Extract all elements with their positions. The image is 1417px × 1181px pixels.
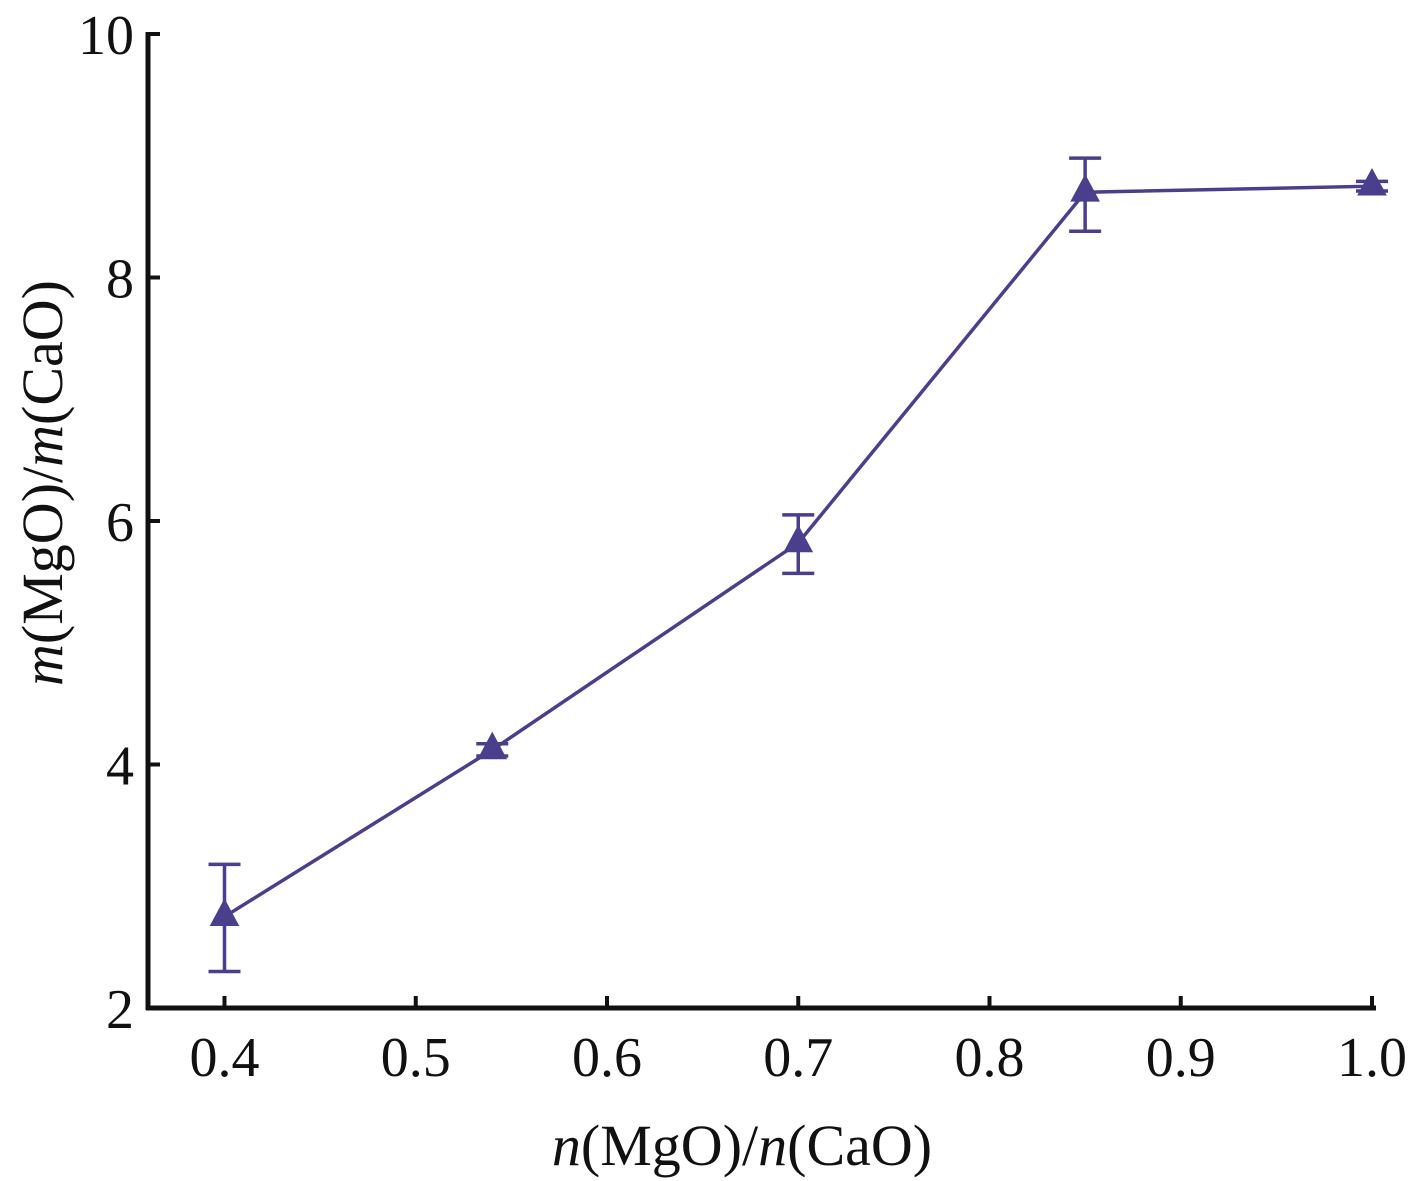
- y-axis-label: m(MgO)/m(CaO): [10, 280, 75, 686]
- x-axis-label: n(MgO)/n(CaO): [552, 1113, 932, 1178]
- data-point-triangle: [209, 898, 240, 927]
- axis-label-part: m: [10, 425, 75, 467]
- data-point-triangle: [1357, 167, 1387, 196]
- series-layer: [208, 156, 1388, 974]
- x-tick-label: 0.7: [763, 1027, 833, 1089]
- data-point-triangle: [783, 524, 814, 553]
- axis-label-part: (CaO): [10, 280, 75, 425]
- x-tick-label: 1.0: [1337, 1027, 1407, 1089]
- y-tick-label: 10: [78, 5, 134, 67]
- axis-label-part: n: [552, 1113, 581, 1178]
- data-point-triangle: [1070, 174, 1100, 202]
- x-tick-label: 0.8: [955, 1027, 1025, 1089]
- tick-label-layer: 0.4 0.5 0.6 0.7 0.8 0.9 1.0 2 4 6 8 10: [78, 5, 1407, 1089]
- axis-label-part: n: [758, 1113, 787, 1178]
- axes-layer: [145, 32, 1376, 1011]
- x-tick-label: 0.6: [572, 1027, 642, 1089]
- data-point-triangle: [477, 731, 508, 760]
- y-tick-label: 8: [106, 249, 134, 311]
- x-tick-label: 0.5: [381, 1027, 451, 1089]
- axis-label-part: (CaO): [787, 1113, 932, 1178]
- axis-label-part: m: [10, 644, 75, 686]
- y-tick-label: 2: [106, 979, 134, 1041]
- x-tick-label: 0.4: [190, 1027, 260, 1089]
- y-tick-label: 4: [106, 736, 134, 798]
- axis-label-part: (MgO)/: [10, 466, 75, 644]
- y-tick-label: 6: [106, 492, 134, 554]
- axis-label-part: (MgO)/: [581, 1113, 759, 1178]
- x-tick-label: 0.9: [1146, 1027, 1216, 1089]
